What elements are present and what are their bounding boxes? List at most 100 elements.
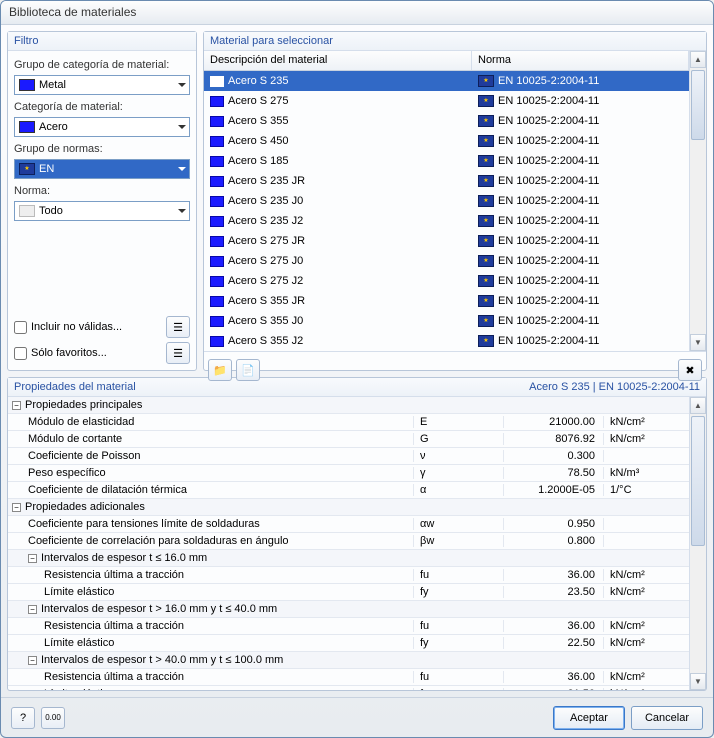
scroll-up-icon[interactable]: ▲ [690,51,706,68]
collapse-icon[interactable]: − [28,605,37,614]
units-button[interactable]: 0.00 [41,707,65,729]
cancel-button[interactable]: Cancelar [631,706,703,730]
table-row[interactable]: Acero S 275★EN 10025-2:2004-11 [204,91,689,111]
category-label: Categoría de material: [14,101,190,113]
collapse-icon[interactable]: − [28,656,37,665]
only-favorites-checkbox[interactable] [14,347,27,360]
scroll-thumb[interactable] [691,70,705,140]
materials-header: Descripción del material Norma [204,51,689,71]
table-row[interactable]: Acero S 355 JR★EN 10025-2:2004-11 [204,291,689,311]
property-row: Límite elásticofy21.50kN/cm² [8,686,689,690]
material-swatch [210,176,224,187]
table-row[interactable]: Acero S 235 JR★EN 10025-2:2004-11 [204,171,689,191]
property-row: Coeficiente de Poissonν0.300 [8,448,689,465]
property-value: 21.50 [504,688,604,690]
ok-button[interactable]: Aceptar [553,706,625,730]
property-name: Límite elástico [8,637,414,649]
property-group[interactable]: −Propiedades principales [8,397,689,414]
top-row: Filtro Grupo de categoría de material: M… [7,31,707,371]
property-name: Resistencia última a tracción [8,569,414,581]
material-desc: Acero S 235 J2 [228,215,303,227]
new-material-button[interactable]: 📁 [208,359,232,381]
material-norm: EN 10025-2:2004-11 [498,235,599,247]
property-value: 36.00 [504,569,604,581]
property-symbol: α [414,484,504,496]
property-row: Módulo de elasticidadE21000.00kN/cm² [8,414,689,431]
scroll-thumb[interactable] [691,416,705,546]
normgroup-value: EN [39,163,54,175]
material-norm: EN 10025-2:2004-11 [498,135,599,147]
material-swatch [210,196,224,207]
table-row[interactable]: Acero S 355★EN 10025-2:2004-11 [204,111,689,131]
material-norm: EN 10025-2:2004-11 [498,195,599,207]
property-name: Peso específico [8,467,414,479]
eu-flag-icon: ★ [478,335,494,347]
collapse-icon[interactable]: − [12,503,21,512]
property-group[interactable]: −Propiedades adicionales [8,499,689,516]
property-group[interactable]: −Intervalos de espesor t ≤ 16.0 mm [8,550,689,567]
help-button[interactable]: ? [11,707,35,729]
material-desc: Acero S 355 JR [228,295,305,307]
property-symbol: βw [414,535,504,547]
table-row[interactable]: Acero S 235 J0★EN 10025-2:2004-11 [204,191,689,211]
list-icon: ☰ [173,321,183,334]
property-value: 36.00 [504,671,604,683]
material-norm: EN 10025-2:2004-11 [498,155,599,167]
table-row[interactable]: Acero S 185★EN 10025-2:2004-11 [204,151,689,171]
property-group[interactable]: −Intervalos de espesor t > 16.0 mm y t ≤… [8,601,689,618]
table-row[interactable]: Acero S 450★EN 10025-2:2004-11 [204,131,689,151]
table-row[interactable]: Acero S 355 J2★EN 10025-2:2004-11 [204,331,689,351]
col-norm-header[interactable]: Norma [472,51,689,70]
material-desc: Acero S 235 J0 [228,195,303,207]
property-row: Módulo de cortanteG8076.92kN/cm² [8,431,689,448]
folder-icon: 📁 [213,364,227,377]
table-row[interactable]: Acero S 235★EN 10025-2:2004-11 [204,71,689,91]
group-value: Metal [39,79,66,91]
normgroup-label: Grupo de normas: [14,143,190,155]
property-row: Resistencia última a tracciónfu36.00kN/c… [8,567,689,584]
scroll-up-icon[interactable]: ▲ [690,397,706,414]
include-invalid-edit-button[interactable]: ☰ [166,316,190,338]
copy-material-button[interactable]: 📄 [236,359,260,381]
material-norm: EN 10025-2:2004-11 [498,115,599,127]
include-invalid-checkbox[interactable] [14,321,27,334]
property-unit: kN/cm² [604,586,689,598]
group-dropdown[interactable]: Metal [14,75,190,95]
property-row: Peso específicoγ78.50kN/m³ [8,465,689,482]
collapse-icon[interactable]: − [28,554,37,563]
property-value: 22.50 [504,637,604,649]
norm-value: Todo [39,205,63,217]
table-row[interactable]: Acero S 355 J0★EN 10025-2:2004-11 [204,311,689,331]
table-row[interactable]: Acero S 275 J2★EN 10025-2:2004-11 [204,271,689,291]
properties-panel: Propiedades del material Acero S 235 | E… [7,377,707,691]
group-label: Grupo de categoría de material: [14,59,190,71]
chevron-down-icon [178,167,186,171]
norm-dropdown[interactable]: Todo [14,201,190,221]
category-value: Acero [39,121,68,133]
properties-title: Propiedades del material [14,381,136,393]
category-dropdown[interactable]: Acero [14,117,190,137]
normgroup-dropdown[interactable]: ★ EN [14,159,190,179]
eu-flag-icon: ★ [478,315,494,327]
property-group[interactable]: −Intervalos de espesor t > 40.0 mm y t ≤… [8,652,689,669]
help-icon: ? [20,712,26,724]
scroll-down-icon[interactable]: ▼ [690,334,706,351]
scroll-down-icon[interactable]: ▼ [690,673,706,690]
material-swatch [210,216,224,227]
body-area: Filtro Grupo de categoría de material: M… [1,25,713,697]
material-swatch [210,296,224,307]
properties-scrollbar[interactable]: ▲ ▼ [689,397,706,690]
materials-table: Descripción del material Norma Acero S 2… [204,51,689,351]
table-row[interactable]: Acero S 275 J0★EN 10025-2:2004-11 [204,251,689,271]
delete-material-button[interactable]: ✖ [678,359,702,381]
table-row[interactable]: Acero S 275 JR★EN 10025-2:2004-11 [204,231,689,251]
metal-swatch [19,79,35,91]
col-desc-header[interactable]: Descripción del material [204,51,472,70]
material-swatch [210,96,224,107]
norm-swatch [19,205,35,217]
table-row[interactable]: Acero S 235 J2★EN 10025-2:2004-11 [204,211,689,231]
collapse-icon[interactable]: − [12,401,21,410]
materials-scrollbar[interactable]: ▲ ▼ [689,51,706,351]
property-name: Coeficiente de dilatación térmica [8,484,414,496]
only-favorites-edit-button[interactable]: ☰ [166,342,190,364]
